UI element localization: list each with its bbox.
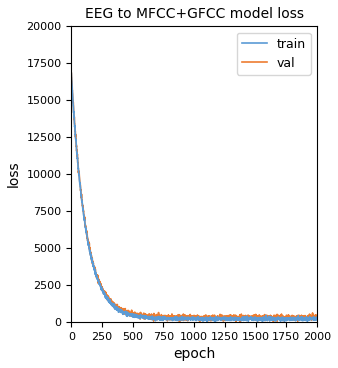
train	[91, 264, 95, 269]
val	[315, 316, 319, 320]
val	[75, 151, 79, 155]
Y-axis label: loss: loss	[7, 161, 21, 187]
X-axis label: epoch: epoch	[173, 347, 215, 361]
train	[315, 317, 319, 321]
val	[234, 319, 238, 324]
Line: train: train	[71, 74, 317, 322]
Line: val: val	[71, 73, 317, 322]
train	[82, 218, 87, 222]
val	[82, 215, 87, 219]
val	[91, 262, 95, 266]
Title: EEG to MFCC+GFCC model loss: EEG to MFCC+GFCC model loss	[85, 7, 304, 21]
train	[205, 319, 209, 324]
Legend: train, val: train, val	[237, 32, 311, 75]
val	[272, 315, 276, 319]
train	[161, 317, 165, 321]
train	[69, 71, 73, 76]
train	[272, 317, 276, 322]
val	[161, 316, 165, 321]
val	[217, 316, 221, 321]
train	[75, 152, 79, 156]
train	[217, 316, 221, 321]
val	[69, 71, 73, 75]
